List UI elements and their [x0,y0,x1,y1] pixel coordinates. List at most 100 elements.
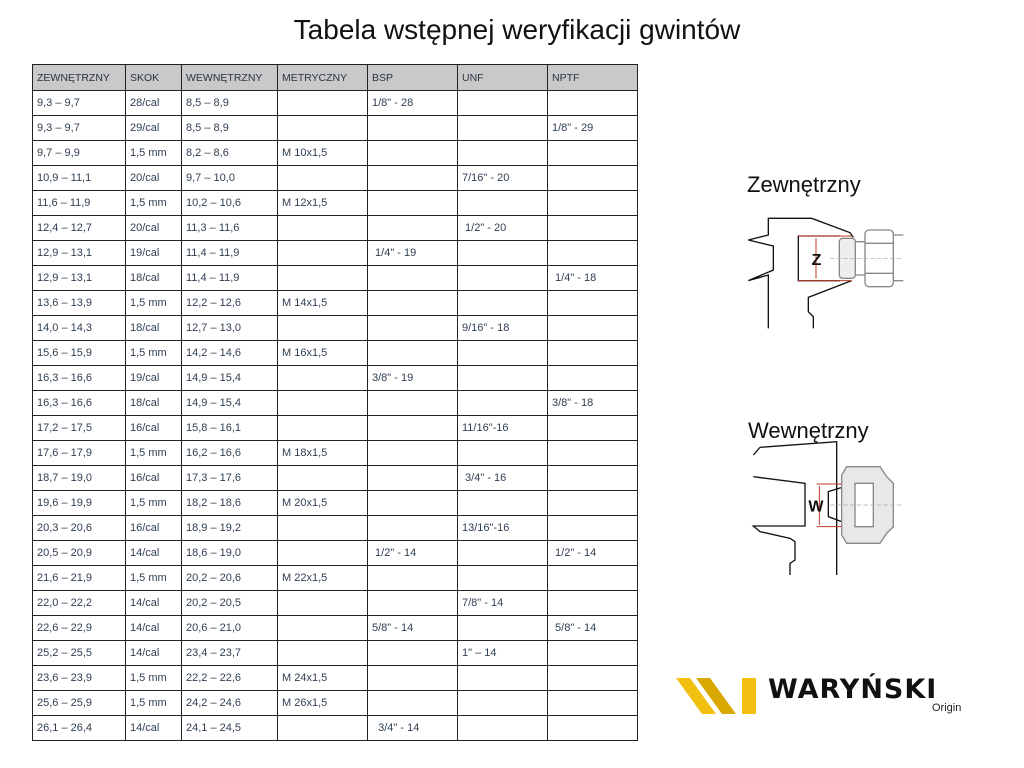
table-cell: 1/8" - 29 [547,115,638,141]
table-cell: 9,3 – 9,7 [32,115,126,141]
table-cell: 24,1 – 24,5 [181,715,278,741]
table-cell [547,490,638,516]
table-cell [277,315,368,341]
table-cell: 8,5 – 8,9 [181,90,278,116]
table-cell: 11/16"-16 [457,415,548,441]
table-cell: 14,2 – 14,6 [181,340,278,366]
table-cell: 18/cal [125,315,182,341]
table-cell: 1/2" - 20 [457,215,548,241]
table-row: 13,6 – 13,9 1,5 mm 12,2 – 12,6 M 14x1,5 [32,290,638,316]
table-cell: 22,6 – 22,9 [32,615,126,641]
table-cell: 25,2 – 25,5 [32,640,126,666]
table-header-row: ZEWNĘTRZNY SKOK WEWNĘTRZNY METRYCZNY BSP UNF N… [32,64,638,91]
table-cell: 9/16" - 18 [457,315,548,341]
logo-sub-text: Origin [932,702,962,714]
table-cell [277,615,368,641]
table-cell [547,565,638,591]
table-cell: 22,2 – 22,6 [181,665,278,691]
table-cell: 14,0 – 14,3 [32,315,126,341]
table-cell [457,340,548,366]
table-row: 9,3 – 9,7 28/cal 8,5 – 8,9 1/8" - 28 [32,90,638,116]
table-cell: 8,5 – 8,9 [181,115,278,141]
table-cell: 12,9 – 13,1 [32,265,126,291]
table-cell: 22,0 – 22,2 [32,590,126,616]
table-cell: 17,2 – 17,5 [32,415,126,441]
table-cell: M 20x1,5 [277,490,368,516]
table-cell [457,265,548,291]
table-row: 14,0 – 14,3 18/cal 12,7 – 13,0 9/16" - 18 [32,315,638,341]
logo-w-icon [676,678,756,714]
external-label: Zewnętrzny [747,172,861,197]
table-cell: 19/cal [125,365,182,391]
table-cell [457,440,548,466]
table-row: 25,2 – 25,5 14/cal 23,4 – 23,7 1" – 14 [32,640,638,666]
table-cell: 16,3 – 16,6 [32,365,126,391]
table-cell: 1/2" - 14 [367,540,458,566]
table-cell [457,290,548,316]
table-cell [547,590,638,616]
table-cell [547,190,638,216]
table-cell [547,690,638,716]
table-cell: 18,7 – 19,0 [32,465,126,491]
table-row: 20,3 – 20,6 16/cal 18,9 – 19,2 13/16"-16 [32,515,638,541]
table-cell [547,415,638,441]
table-cell [547,340,638,366]
table-cell: 1,5 mm [125,565,182,591]
waryński-logo: WARYŃSKI Origin [676,672,986,722]
table-cell: 28/cal [125,90,182,116]
column-header: WEWNĘTRZNY [181,64,278,91]
table-cell [277,590,368,616]
table-cell: 20,5 – 20,9 [32,540,126,566]
table-cell [277,90,368,116]
internal-marker: W [808,499,824,516]
table-cell: 18,6 – 19,0 [181,540,278,566]
table-cell [457,690,548,716]
internal-label: Wewnętrzny [748,418,869,443]
table-cell: 14,9 – 15,4 [181,365,278,391]
table-cell [277,540,368,566]
table-row: 11,6 – 11,9 1,5 mm 10,2 – 10,6 M 12x1,5 [32,190,638,216]
table-cell: 1,5 mm [125,140,182,166]
table-cell: 1,5 mm [125,190,182,216]
table-cell: 16/cal [125,415,182,441]
caliper-diagrams: Z W [748,217,904,575]
table-cell [367,290,458,316]
table-cell: 17,3 – 17,6 [181,465,278,491]
table-cell: 19/cal [125,240,182,266]
table-row: 15,6 – 15,9 1,5 mm 14,2 – 14,6 M 16x1,5 [32,340,638,366]
column-header: SKOK [125,64,182,91]
table-cell [367,165,458,191]
table-cell: 1/2" - 14 [547,540,638,566]
table-cell [547,715,638,741]
table-cell: 1,5 mm [125,440,182,466]
table-cell [277,240,368,266]
table-cell: 14/cal [125,590,182,616]
table-cell: M 18x1,5 [277,440,368,466]
table-cell: 14,9 – 15,4 [181,390,278,416]
table-cell [367,490,458,516]
table-cell [277,390,368,416]
table-cell: 10,9 – 11,1 [32,165,126,191]
table-cell [367,115,458,141]
table-cell: 5/8" - 14 [367,615,458,641]
table-cell: 29/cal [125,115,182,141]
table-row: 22,6 – 22,9 14/cal 20,6 – 21,0 5/8" - 14 5/… [32,615,638,641]
table-cell: 14/cal [125,715,182,741]
table-cell: 13,6 – 13,9 [32,290,126,316]
table-cell [547,240,638,266]
table-cell: 14/cal [125,615,182,641]
table-cell [457,115,548,141]
table-cell [367,415,458,441]
table-cell [547,440,638,466]
external-caliper-diagram: Z [748,217,904,329]
table-cell [457,540,548,566]
table-cell [457,390,548,416]
column-header: ZEWNĘTRZNY [32,64,126,91]
table-cell [277,715,368,741]
table-cell: 26,1 – 26,4 [32,715,126,741]
table-cell [367,440,458,466]
table-cell: 12,9 – 13,1 [32,240,126,266]
table-cell [367,590,458,616]
table-cell: 23,6 – 23,9 [32,665,126,691]
table-cell: M 12x1,5 [277,190,368,216]
